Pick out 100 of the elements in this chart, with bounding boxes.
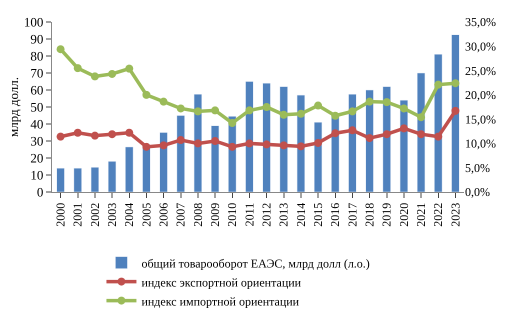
point (314, 102, 322, 110)
point (434, 80, 442, 89)
point (245, 139, 254, 148)
point (125, 64, 134, 73)
point (90, 132, 99, 140)
x-tick-label: 2007 (174, 202, 188, 227)
point (56, 132, 65, 141)
point (142, 90, 150, 99)
point (400, 124, 408, 132)
point (382, 98, 391, 106)
bar (451, 34, 460, 192)
y-tick-label: 80 (30, 48, 44, 64)
point (348, 126, 356, 134)
point (90, 72, 99, 80)
x-tick-label: 2008 (190, 202, 205, 227)
x-tick-label: 2006 (156, 202, 170, 227)
bar (74, 168, 82, 192)
x-tick-label: 2017 (345, 202, 360, 227)
x-tick-label: 2002 (88, 202, 102, 227)
point (382, 130, 391, 138)
y2-tick-label: 25,0% (465, 64, 496, 78)
x-tick-label: 2019 (380, 202, 394, 227)
point (211, 137, 220, 145)
point (194, 139, 202, 148)
y-tick-label: 60 (30, 82, 44, 98)
point (74, 128, 82, 137)
x-tick-label: 2020 (396, 202, 411, 227)
y-tick-label: 40 (30, 116, 44, 132)
point (262, 140, 271, 148)
point (434, 132, 442, 141)
bar (142, 146, 151, 192)
y-tick-label: 100 (24, 14, 44, 30)
point (160, 98, 168, 106)
point (451, 106, 460, 115)
y2-tick-label: 0,0% (465, 185, 490, 200)
point (280, 110, 288, 119)
point (56, 45, 65, 54)
y2-tick-label: 35,0% (465, 15, 496, 30)
point (366, 134, 374, 142)
point (296, 142, 305, 150)
point (451, 79, 460, 88)
point (176, 104, 185, 112)
point (314, 138, 322, 147)
point (211, 106, 220, 114)
x-tick-label: 2018 (362, 202, 376, 227)
x-tick-label: 2000 (53, 202, 68, 227)
legend-label: общий товарооборот ЕАЭС, млрд долл (л.о.) (141, 256, 370, 270)
point (108, 70, 116, 78)
point (331, 112, 340, 120)
point (228, 119, 236, 128)
bar (176, 115, 185, 192)
point (176, 136, 185, 144)
y2-tick-label: 15,0% (465, 112, 496, 126)
x-tick-label: 2016 (328, 202, 342, 227)
x-tick-label: 2011 (242, 202, 256, 226)
x-tick-label: 2015 (310, 202, 325, 227)
point (280, 141, 288, 150)
y-tick-label: 50 (30, 100, 44, 115)
x-tick-label: 2014 (294, 202, 308, 227)
y2-tick-label: 30,0% (465, 39, 496, 54)
legend-label: индекс экспортной ориентации (141, 275, 302, 290)
y-tick-label: 0 (36, 184, 44, 200)
legend-label: индекс импортной ориентации (141, 294, 300, 308)
y-tick-label: 20 (30, 150, 44, 166)
x-tick-label: 2022 (431, 202, 446, 227)
point (366, 98, 374, 106)
point (228, 142, 236, 151)
point (108, 130, 116, 138)
point (194, 107, 202, 116)
x-tick-label: 2012 (259, 202, 274, 227)
bar (108, 161, 116, 192)
y-tick-label: 90 (30, 32, 44, 47)
bar (90, 167, 100, 192)
x-tick-label: 2023 (448, 202, 462, 227)
x-tick-label: 2009 (208, 202, 222, 227)
point (245, 106, 254, 114)
point (331, 129, 340, 138)
x-tick-label: 2021 (414, 202, 428, 227)
bar (314, 122, 322, 192)
point (400, 104, 408, 112)
y2-tick-label: 10,0% (465, 136, 496, 151)
point (262, 103, 271, 111)
x-tick-label: 2013 (276, 202, 291, 227)
y-tick-label: 10 (30, 168, 44, 183)
point (417, 113, 426, 122)
point (348, 107, 356, 116)
x-tick-label: 2005 (139, 202, 154, 227)
bar (56, 168, 65, 192)
point (142, 142, 150, 151)
point (417, 130, 426, 138)
x-tick-label: 2004 (122, 202, 136, 227)
y2-tick-label: 20,0% (465, 88, 496, 102)
point (74, 64, 82, 72)
bar (210, 125, 220, 192)
point (296, 110, 305, 118)
bar (125, 146, 134, 192)
y-axis-title: млрд долл. (6, 76, 21, 138)
x-tick-label: 2010 (225, 202, 240, 227)
y-tick-label: 30 (30, 134, 44, 149)
y2-tick-label: 5,0% (465, 160, 490, 175)
